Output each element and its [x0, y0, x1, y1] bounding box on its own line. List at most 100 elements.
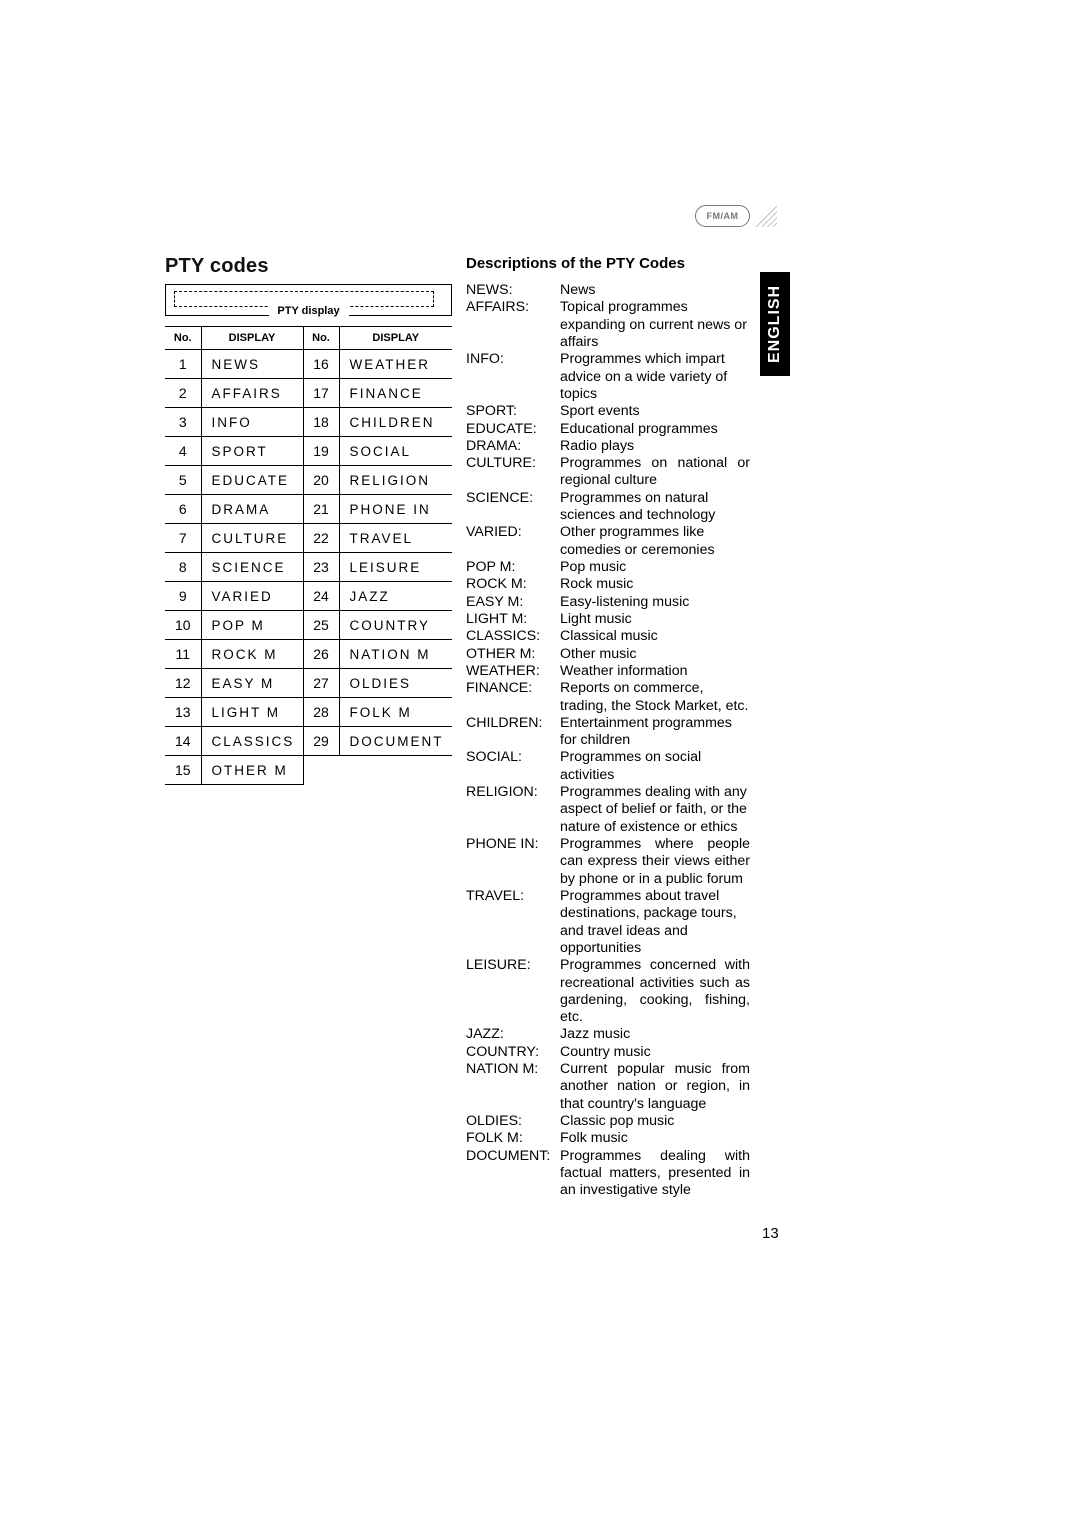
- description-label: POP M:: [466, 559, 560, 576]
- cell-no: 7: [165, 524, 201, 553]
- description-text: Programmes dealing with any aspect of be…: [560, 784, 750, 836]
- cell-display: AFFAIRS: [201, 379, 303, 408]
- description-label: SCIENCE:: [466, 490, 560, 525]
- description-text: Programmes where people can express thei…: [560, 836, 750, 888]
- description-text: Classic pop music: [560, 1113, 750, 1130]
- description-label: LIGHT M:: [466, 611, 560, 628]
- cell-display: WEATHER: [339, 350, 452, 379]
- table-row: 7CULTURE22TRAVEL: [165, 524, 452, 553]
- cell-no: 26: [303, 640, 339, 669]
- description-row: POP M:Pop music: [466, 559, 750, 576]
- description-text: Rock music: [560, 576, 750, 593]
- description-text: Educational programmes: [560, 421, 750, 438]
- description-row: DOCUMENT:Programmes dealing with factual…: [466, 1148, 750, 1200]
- description-label: SPORT:: [466, 403, 560, 420]
- cell-no: 20: [303, 466, 339, 495]
- description-row: VARIED:Other programmes like comedies or…: [466, 524, 750, 559]
- table-row: 13LIGHT M28FOLK M: [165, 698, 452, 727]
- description-label: LEISURE:: [466, 957, 560, 1026]
- cell-no: 18: [303, 408, 339, 437]
- description-label: JAZZ:: [466, 1026, 560, 1043]
- cell-display: FOLK M: [339, 698, 452, 727]
- description-row: AFFAIRS:Topical programmes expanding on …: [466, 299, 750, 351]
- description-text: Programmes on national or regional cultu…: [560, 455, 750, 490]
- description-label: EDUCATE:: [466, 421, 560, 438]
- description-row: LIGHT M:Light music: [466, 611, 750, 628]
- description-row: SOCIAL:Programmes on social activities: [466, 749, 750, 784]
- cell-display: CLASSICS: [201, 727, 303, 756]
- right-column: Descriptions of the PTY Codes NEWS:NewsA…: [466, 255, 750, 1200]
- table-header-no: No.: [165, 327, 201, 350]
- cell-display: CULTURE: [201, 524, 303, 553]
- description-label: OTHER M:: [466, 646, 560, 663]
- cell-no: 8: [165, 553, 201, 582]
- description-text: Programmes about travel destinations, pa…: [560, 888, 750, 957]
- cell-display: OLDIES: [339, 669, 452, 698]
- table-header-display: DISPLAY: [339, 327, 452, 350]
- descriptions-list: NEWS:NewsAFFAIRS:Topical programmes expa…: [466, 282, 750, 1200]
- description-row: OTHER M:Other music: [466, 646, 750, 663]
- cell-display: FINANCE: [339, 379, 452, 408]
- description-row: NATION M:Current popular music from anot…: [466, 1061, 750, 1113]
- cell-no: 25: [303, 611, 339, 640]
- cell-display: SCIENCE: [201, 553, 303, 582]
- description-row: WEATHER:Weather information: [466, 663, 750, 680]
- description-label: ROCK M:: [466, 576, 560, 593]
- cell-display: LEISURE: [339, 553, 452, 582]
- description-text: Light music: [560, 611, 750, 628]
- description-label: CHILDREN:: [466, 715, 560, 750]
- description-row: SCIENCE:Programmes on natural sciences a…: [466, 490, 750, 525]
- table-row: 2AFFAIRS17FINANCE: [165, 379, 452, 408]
- cell-display: LIGHT M: [201, 698, 303, 727]
- pty-display-label: PTY display: [269, 305, 349, 317]
- description-text: Programmes on natural sciences and techn…: [560, 490, 750, 525]
- cell-no: 22: [303, 524, 339, 553]
- table-row: 1NEWS16WEATHER: [165, 350, 452, 379]
- cell-display: COUNTRY: [339, 611, 452, 640]
- cell-display: TRAVEL: [339, 524, 452, 553]
- description-label: RELIGION:: [466, 784, 560, 836]
- description-text: Folk music: [560, 1130, 750, 1147]
- left-column: PTY codes PTY display No. DISPLAY No. DI…: [165, 255, 452, 1200]
- description-row: INFO:Programmes which impart advice on a…: [466, 351, 750, 403]
- cell-no: 21: [303, 495, 339, 524]
- description-text: Pop music: [560, 559, 750, 576]
- table-row: 10POP M25COUNTRY: [165, 611, 452, 640]
- cell-display: SOCIAL: [339, 437, 452, 466]
- cell-no: 29: [303, 727, 339, 756]
- cell-display: POP M: [201, 611, 303, 640]
- cell-no: 19: [303, 437, 339, 466]
- description-label: FOLK M:: [466, 1130, 560, 1147]
- description-row: SPORT:Sport events: [466, 403, 750, 420]
- description-row: PHONE IN:Programmes where people can exp…: [466, 836, 750, 888]
- cell-no: 16: [303, 350, 339, 379]
- description-row: DRAMA:Radio plays: [466, 438, 750, 455]
- description-label: DOCUMENT:: [466, 1148, 560, 1200]
- description-label: TRAVEL:: [466, 888, 560, 957]
- description-row: NEWS:News: [466, 282, 750, 299]
- cell-display: OTHER M: [201, 756, 303, 785]
- description-row: FOLK M:Folk music: [466, 1130, 750, 1147]
- description-label: NATION M:: [466, 1061, 560, 1113]
- cell-no: 24: [303, 582, 339, 611]
- description-label: EASY M:: [466, 594, 560, 611]
- description-label: CULTURE:: [466, 455, 560, 490]
- table-row: 5EDUCATE20RELIGION: [165, 466, 452, 495]
- description-text: Sport events: [560, 403, 750, 420]
- cell-no: 12: [165, 669, 201, 698]
- description-row: COUNTRY:Country music: [466, 1044, 750, 1061]
- description-label: OLDIES:: [466, 1113, 560, 1130]
- description-text: Classical music: [560, 628, 750, 645]
- table-row: 9VARIED24JAZZ: [165, 582, 452, 611]
- description-text: Radio plays: [560, 438, 750, 455]
- description-row: CLASSICS:Classical music: [466, 628, 750, 645]
- description-label: FINANCE:: [466, 680, 560, 715]
- cell-display: NEWS: [201, 350, 303, 379]
- table-row: 6DRAMA21PHONE IN: [165, 495, 452, 524]
- description-row: CULTURE:Programmes on national or region…: [466, 455, 750, 490]
- description-label: CLASSICS:: [466, 628, 560, 645]
- description-row: EDUCATE:Educational programmes: [466, 421, 750, 438]
- description-text: Topical programmes expanding on current …: [560, 299, 750, 351]
- cell-no: 11: [165, 640, 201, 669]
- cell-no: 2: [165, 379, 201, 408]
